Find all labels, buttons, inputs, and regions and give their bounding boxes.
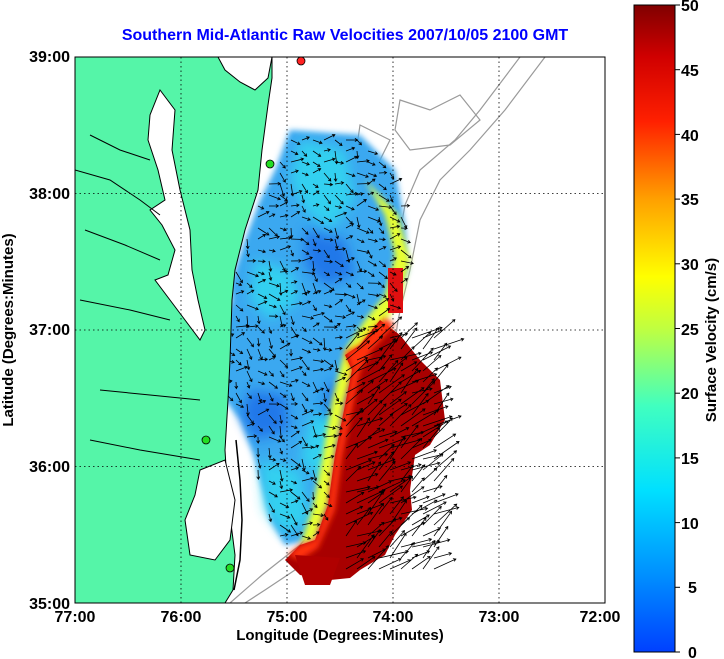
station-marker-red: [296, 57, 306, 66]
land-and-coastline: [75, 57, 273, 603]
x-tick-label: 76:00: [161, 609, 202, 626]
grid-lines: [75, 57, 605, 603]
map-frame: [74, 56, 606, 604]
x-tick-label: 74:00: [373, 609, 414, 626]
colorbar-tick-label: 30: [681, 257, 699, 274]
colorbar-ticks: [675, 4, 680, 653]
barrier-island: [233, 439, 243, 591]
x-axis-label: Longitude (Degrees:Minutes): [236, 627, 444, 644]
y-tick-label: 37:00: [29, 322, 70, 339]
y-axis-label: Latitude (Degrees:Minutes): [0, 233, 17, 426]
albemarle-pamlico-sound: [184, 459, 236, 561]
y-tick-label: 38:00: [29, 186, 70, 203]
colorbar: 50 45 40 35 30 25 20 15 10 5 0 Surface V…: [633, 0, 720, 659]
x-tick-label: 72:00: [580, 609, 621, 626]
velocity-arrows: [224, 134, 465, 570]
colorbar-tick-label: 15: [681, 451, 699, 468]
chesapeake-tributaries: [75, 134, 201, 461]
station-marker: [225, 563, 235, 573]
map-title: Southern Mid-Atlantic Raw Velocities 200…: [122, 27, 569, 44]
southern-cells: [295, 555, 340, 585]
shelf-deep-blue-patches: [240, 230, 355, 440]
map-panel: [75, 57, 605, 603]
y-tick-labels: 39:00 38:00 37:00 36:00 35:00: [29, 49, 70, 613]
colorbar-label: Surface Velocity (cm/s): [703, 258, 720, 422]
velocity-arrow-set: [224, 134, 465, 570]
colorbar-tick-label: 35: [681, 192, 699, 209]
y-tick-label: 35:00: [29, 596, 70, 613]
y-tick-label: 39:00: [29, 49, 70, 66]
delaware-bay: [217, 57, 273, 91]
chesapeake-bay: [147, 88, 206, 341]
x-tick-labels: 77:00 76:00 75:00 74:00 73:00 72:00: [55, 609, 621, 626]
colorbar-tick-label: 25: [681, 322, 699, 339]
colorbar-tick-label: 0: [688, 645, 697, 659]
colorbar-tick-label: 5: [688, 580, 697, 597]
colorbar-tick-label: 10: [681, 516, 699, 533]
station-marker: [201, 435, 211, 445]
station-marker: [265, 159, 275, 169]
x-tick-label: 73:00: [479, 609, 520, 626]
colorbar-tick-label: 20: [681, 386, 699, 403]
x-tick-label: 75:00: [267, 609, 308, 626]
velocity-field: [220, 130, 465, 585]
gulf-stream-red-edge: [288, 318, 395, 560]
x-tick-label: 77:00: [55, 609, 96, 626]
colorbar-tick-label: 50: [681, 0, 699, 15]
y-tick-label: 36:00: [29, 459, 70, 476]
colorbar-gradient: [633, 4, 676, 653]
colorbar-tick-label: 40: [681, 128, 699, 145]
colorbar-tick-label: 45: [681, 63, 699, 80]
